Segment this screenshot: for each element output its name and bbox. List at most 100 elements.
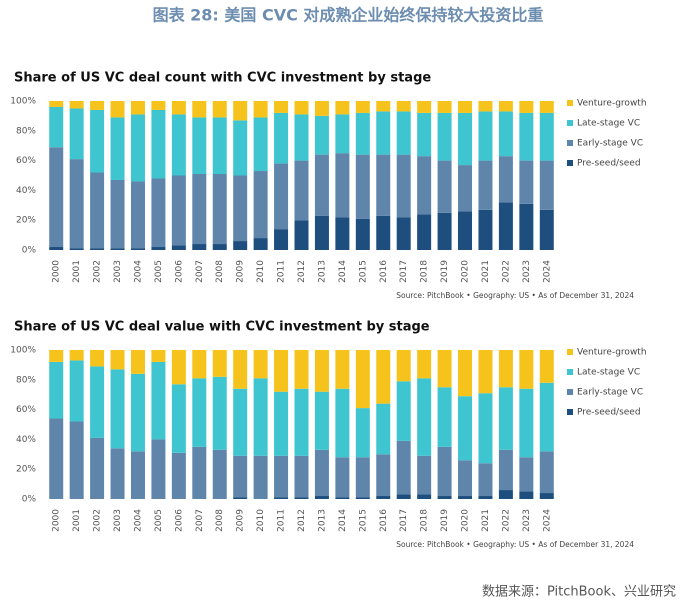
x-tick-label: 2000 bbox=[52, 509, 62, 532]
y-tick-label: 20% bbox=[16, 465, 36, 475]
bar-segment bbox=[314, 215, 329, 250]
bar-segment bbox=[171, 452, 186, 499]
bar-segment bbox=[253, 238, 268, 250]
bar-segment bbox=[130, 248, 145, 250]
bar-segment bbox=[294, 497, 309, 499]
legend-swatch bbox=[567, 160, 573, 166]
bar-segment bbox=[437, 350, 452, 388]
bar-segment bbox=[49, 147, 64, 248]
bar-segment bbox=[253, 378, 268, 456]
x-tick-label: 2012 bbox=[297, 509, 307, 532]
y-tick-label: 0% bbox=[22, 246, 37, 256]
bar-segment bbox=[110, 448, 125, 499]
x-tick-label: 2007 bbox=[195, 509, 205, 532]
bar-segment bbox=[376, 101, 391, 112]
bar-segment bbox=[171, 245, 186, 250]
bar-segment bbox=[355, 101, 370, 113]
bar-segment bbox=[314, 350, 329, 392]
bar-segment bbox=[437, 212, 452, 250]
chart-title: Share of US VC deal value with CVC inves… bbox=[14, 320, 430, 335]
bar-segment bbox=[294, 220, 309, 250]
bar-segment bbox=[376, 215, 391, 250]
bar-segment bbox=[90, 350, 105, 367]
x-tick-label: 2013 bbox=[317, 509, 327, 532]
legend-label: Venture-growth bbox=[577, 99, 647, 109]
x-tick-label: 2012 bbox=[297, 260, 307, 283]
bar-segment bbox=[69, 421, 84, 499]
bar-segment bbox=[233, 350, 248, 389]
bar-segment bbox=[478, 463, 493, 497]
y-tick-label: 100% bbox=[10, 346, 36, 356]
bar-segment bbox=[294, 160, 309, 221]
bar-segment bbox=[417, 378, 432, 456]
y-tick-label: 40% bbox=[16, 186, 36, 196]
bar-segment bbox=[396, 350, 411, 382]
bar-segment bbox=[151, 109, 166, 179]
bar-segment bbox=[539, 160, 554, 210]
bar-segment bbox=[49, 350, 64, 362]
bar-segment bbox=[171, 384, 186, 453]
legend-swatch bbox=[567, 409, 573, 415]
bar-segment bbox=[90, 109, 105, 173]
x-tick-label: 2001 bbox=[72, 260, 82, 283]
bar-segment bbox=[69, 360, 84, 422]
bar-segment bbox=[478, 496, 493, 499]
x-tick-label: 2009 bbox=[236, 260, 246, 283]
bar-segment bbox=[478, 209, 493, 250]
x-tick-label: 2004 bbox=[133, 509, 143, 532]
bar-segment bbox=[458, 101, 473, 113]
x-tick-label: 2002 bbox=[93, 260, 103, 283]
bar-segment bbox=[110, 179, 125, 249]
x-tick-label: 2014 bbox=[338, 260, 348, 283]
legend-label: Pre-seed/seed bbox=[577, 159, 641, 169]
bar-segment bbox=[233, 175, 248, 242]
x-tick-label: 2005 bbox=[154, 260, 164, 283]
y-tick-label: 80% bbox=[16, 126, 36, 136]
x-tick-label: 2024 bbox=[542, 260, 552, 283]
bar-segment bbox=[294, 101, 309, 115]
y-tick-label: 80% bbox=[16, 375, 36, 385]
bar-segment bbox=[417, 156, 432, 215]
page-title: 图表 28: 美国 CVC 对成熟企业始终保持较大投资比重 bbox=[153, 6, 544, 25]
bar-segment bbox=[274, 101, 289, 113]
bar-segment bbox=[90, 248, 105, 250]
bar-segment bbox=[335, 388, 350, 458]
bar-segment bbox=[192, 350, 207, 379]
x-tick-label: 2022 bbox=[501, 260, 511, 283]
bar-segment bbox=[192, 101, 207, 118]
x-tick-label: 2024 bbox=[542, 509, 552, 532]
bar-segment bbox=[192, 174, 207, 245]
bar-segment bbox=[539, 382, 554, 452]
bar-segment bbox=[314, 449, 329, 497]
bar-segment bbox=[437, 101, 452, 113]
x-tick-label: 2021 bbox=[481, 260, 491, 283]
bar-segment bbox=[539, 493, 554, 499]
legend-swatch bbox=[567, 120, 573, 126]
bar-segment bbox=[458, 460, 473, 497]
bar-segment bbox=[212, 117, 227, 175]
chart-note: Source: PitchBook • Geography: US • As o… bbox=[396, 291, 634, 300]
bar-segment bbox=[253, 350, 268, 379]
bar-segment bbox=[417, 350, 432, 379]
bar-segment bbox=[294, 455, 309, 498]
y-tick-label: 60% bbox=[16, 156, 36, 166]
bar-segment bbox=[539, 350, 554, 383]
bar-segment bbox=[396, 494, 411, 499]
bar-segment bbox=[396, 101, 411, 112]
x-tick-label: 2016 bbox=[379, 260, 389, 283]
legend-swatch bbox=[567, 349, 573, 355]
bar-segment bbox=[376, 154, 391, 216]
bar-segment bbox=[376, 496, 391, 499]
x-tick-label: 2019 bbox=[440, 509, 450, 532]
bar-segment bbox=[335, 350, 350, 389]
bar-segment bbox=[49, 106, 64, 148]
bar-segment bbox=[233, 101, 248, 121]
x-tick-label: 2014 bbox=[338, 509, 348, 532]
bar-segment bbox=[396, 154, 411, 218]
legend-swatch bbox=[567, 369, 573, 375]
bar-segment bbox=[478, 350, 493, 394]
legend-label: Late-stage VC bbox=[577, 119, 640, 129]
bar-segment bbox=[233, 241, 248, 250]
bar-segment bbox=[212, 174, 227, 245]
bar-segment bbox=[478, 160, 493, 210]
